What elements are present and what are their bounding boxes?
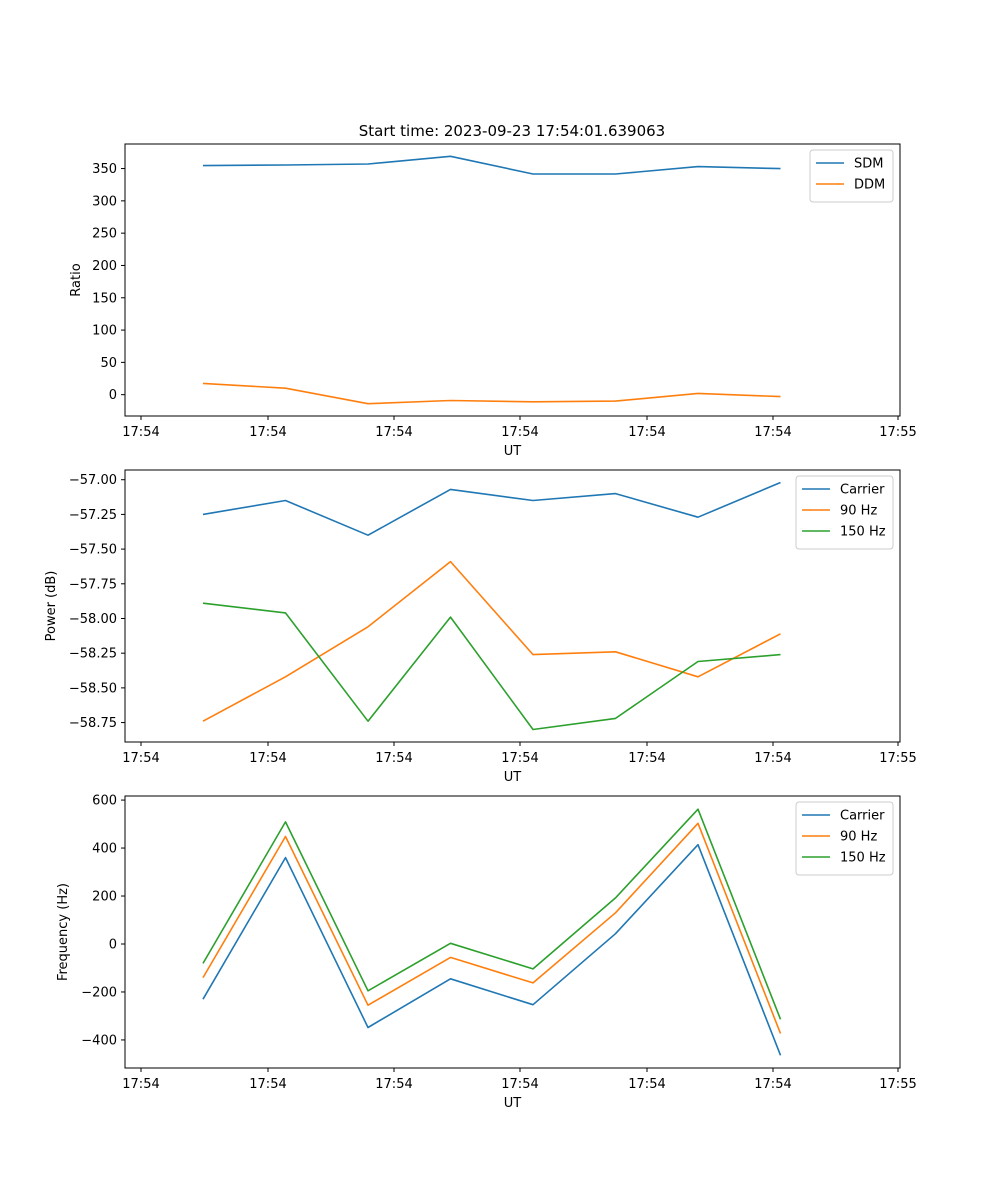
legend-label: 150 Hz (840, 851, 886, 866)
legend: SDM DDM (809, 149, 894, 203)
y-tick-label: −58.50 (69, 681, 117, 696)
y-tick-label: 50 (100, 356, 117, 371)
legend-label: 90 Hz (840, 504, 877, 519)
y-axis-label: Frequency (Hz) (56, 883, 71, 981)
y-tick-label: −57.25 (69, 508, 117, 523)
series-line-sdm (202, 155, 781, 175)
series-line-150-hz (202, 808, 782, 1020)
y-tick-label: −57.00 (69, 473, 117, 488)
legend: Carrier 90 Hz 150 Hz (795, 475, 894, 550)
y-tick-label: 250 (92, 227, 117, 242)
y-tick-label: 100 (92, 324, 117, 339)
x-tick-label: 17:54 (628, 751, 665, 766)
y-tick-label: −400 (81, 1033, 117, 1048)
axes-frame (124, 143, 901, 417)
series-line-carrier (202, 481, 781, 537)
legend-label: 90 Hz (840, 830, 877, 845)
x-tick-label: 17:54 (375, 1077, 412, 1092)
y-tick-label: −57.75 (69, 577, 117, 592)
x-axis-label: UT (504, 1096, 522, 1111)
series-line-90-hz (202, 560, 781, 722)
x-tick-label: 17:54 (122, 425, 159, 440)
x-tick-label: 17:54 (501, 751, 538, 766)
y-tick-label: −57.50 (69, 543, 117, 558)
chart-panel-2: 17:54 17:54 17:54 17:54 17:54 17:54 17:55 −57.0… (44, 469, 917, 785)
y-tick-label: 200 (92, 890, 117, 905)
x-axis-label: UT (504, 770, 522, 785)
x-tick-label: 17:55 (879, 425, 916, 440)
y-axis-label: Power (dB) (44, 571, 59, 642)
x-tick-label: 17:54 (375, 425, 412, 440)
legend-label: 150 Hz (840, 525, 886, 540)
plots: 17:54 17:54 17:54 17:54 17:54 17:54 17:55 0 50 10… (44, 143, 917, 1111)
legend: Carrier 90 Hz 150 Hz (795, 801, 894, 876)
x-tick-label: 17:54 (754, 751, 791, 766)
y-tick-label: 200 (92, 259, 117, 274)
y-tick-label: 600 (92, 794, 117, 809)
y-tick-label: 0 (109, 937, 117, 952)
legend-label: SDM (854, 157, 883, 172)
x-tick-label: 17:54 (501, 425, 538, 440)
y-tick-label: 0 (109, 388, 117, 403)
y-tick-label: −200 (81, 985, 117, 1000)
series-line-ddm (202, 382, 781, 405)
x-tick-label: 17:54 (122, 751, 159, 766)
x-axis-label: UT (504, 444, 522, 459)
x-tick-label: 17:54 (754, 1077, 791, 1092)
series-line-150-hz (202, 602, 781, 731)
x-tick-label: 17:55 (879, 751, 916, 766)
legend-label: Carrier (840, 809, 885, 824)
y-axis-label: Ratio (69, 263, 84, 296)
x-tick-label: 17:54 (375, 751, 412, 766)
x-tick-label: 17:54 (122, 1077, 159, 1092)
x-tick-label: 17:54 (501, 1077, 538, 1092)
series-line-carrier (202, 843, 782, 1056)
x-tick-label: 17:54 (249, 751, 286, 766)
x-tick-label: 17:54 (628, 1077, 665, 1092)
y-tick-label: −58.00 (69, 612, 117, 627)
series-line-90-hz (202, 822, 782, 1034)
axes-frame (124, 795, 901, 1069)
x-tick-label: 17:54 (249, 1077, 286, 1092)
y-tick-label: 400 (92, 842, 117, 857)
x-tick-label: 17:54 (754, 425, 791, 440)
y-tick-label: 350 (92, 162, 117, 177)
legend-label: Carrier (840, 483, 885, 498)
x-tick-label: 17:54 (249, 425, 286, 440)
chart-panel-3: 17:54 17:54 17:54 17:54 17:54 17:54 17:55 −400 −… (56, 794, 917, 1111)
x-tick-label: 17:55 (879, 1077, 916, 1092)
chart-title: Start time: 2023-09-23 17:54:01.639063 (359, 122, 665, 140)
axes-frame (124, 469, 901, 743)
y-tick-label: 300 (92, 194, 117, 209)
x-tick-label: 17:54 (628, 425, 665, 440)
legend-label: DDM (854, 178, 885, 193)
y-tick-label: 150 (92, 291, 117, 306)
chart-panel-1: 17:54 17:54 17:54 17:54 17:54 17:54 17:55 0 50 10… (69, 143, 917, 459)
y-tick-label: −58.25 (69, 647, 117, 662)
y-tick-label: −58.75 (69, 716, 117, 731)
